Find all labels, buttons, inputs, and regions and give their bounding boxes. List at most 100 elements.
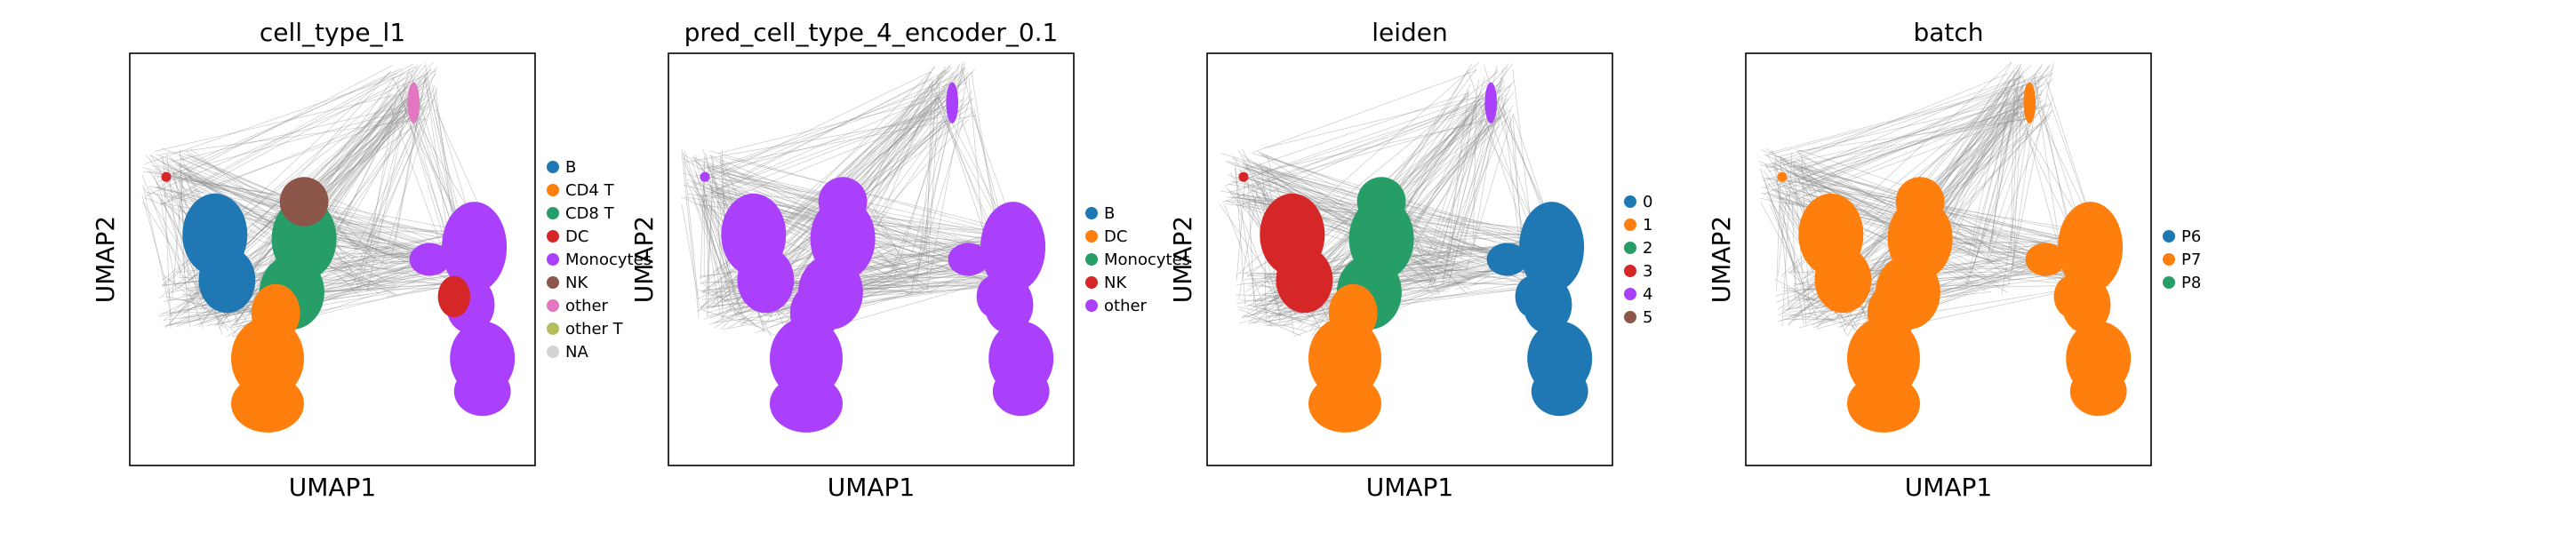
legend-label: DC <box>565 227 588 246</box>
legend-label: P8 <box>2181 274 2201 292</box>
cluster-blob <box>976 275 1010 317</box>
cluster-center-top <box>818 177 868 227</box>
legend-label: Monocytes <box>565 251 652 269</box>
plot-frame <box>129 52 536 466</box>
cluster-left-lobe <box>182 193 256 314</box>
cluster-blob <box>1238 171 1249 182</box>
legend-marker <box>1085 230 1098 243</box>
panel-2: leiden UMAP1 UMAP2 0 1 2 3 4 5 <box>1168 18 1652 502</box>
legend-label: 0 <box>1643 193 1652 211</box>
plot-area <box>141 61 516 433</box>
cluster-blob <box>1531 366 1588 417</box>
cluster-blob <box>789 283 839 342</box>
cluster-blob <box>1895 177 1945 227</box>
y-axis-label: UMAP2 <box>1168 216 1197 304</box>
cluster-left-tip <box>161 171 172 182</box>
cluster-blob <box>2023 82 2036 123</box>
cluster-blob <box>198 247 256 314</box>
legend-label: P7 <box>2181 251 2201 269</box>
cluster-top-peak <box>1484 82 1497 123</box>
x-axis-label: UMAP1 <box>1905 473 1993 502</box>
legend-marker <box>1624 219 1636 231</box>
cluster-blob <box>700 171 710 182</box>
x-axis-label: UMAP1 <box>828 473 916 502</box>
y-axis-label: UMAP2 <box>629 216 659 304</box>
legend-marker <box>547 346 559 358</box>
panel-1: pred_cell_type_4_encoder_0.1 UMAP1 UMAP2 BD… <box>629 18 1190 502</box>
y-axis-label: UMAP2 <box>91 216 120 304</box>
cluster-blob <box>2053 275 2086 317</box>
legend-label: other <box>1104 297 1148 315</box>
cluster-right-mass <box>948 202 1054 417</box>
legend-label: other <box>565 297 609 315</box>
legend-label: NK <box>565 274 588 292</box>
plot-frame <box>1206 52 1613 466</box>
cluster-right-neck <box>976 275 1010 317</box>
legend-label: NA <box>565 343 588 362</box>
cluster-blob <box>946 82 958 123</box>
legend-marker <box>1085 299 1098 312</box>
plot-frame <box>1745 52 2152 466</box>
legend-marker <box>1624 311 1636 323</box>
legend-marker <box>1624 195 1636 208</box>
cluster-blob <box>1484 82 1497 123</box>
cluster-blob <box>2069 366 2127 417</box>
y-axis-label: UMAP2 <box>1707 216 1736 304</box>
legend-label: DC <box>1104 227 1127 246</box>
cluster-blob <box>1814 247 1872 314</box>
legend: B DC Monocytes NK other <box>1085 204 1190 315</box>
legend-marker <box>1624 242 1636 254</box>
legend-label: 1 <box>1643 216 1652 235</box>
cluster-left-tip <box>1238 171 1249 182</box>
panel-title: cell_type_l1 <box>260 18 405 47</box>
panel-title: pred_cell_type_4_encoder_0.1 <box>684 18 1059 47</box>
legend-marker <box>1624 288 1636 300</box>
legend-marker <box>1624 265 1636 277</box>
cluster-left-lower <box>1308 283 1381 433</box>
cluster-blob <box>1515 275 1548 317</box>
cluster-left-tip <box>1777 171 1788 182</box>
legend-label: 3 <box>1643 262 1652 281</box>
legend-label: B <box>565 158 576 177</box>
cluster-blob <box>279 177 329 227</box>
cluster-blob <box>1847 374 1920 433</box>
cluster-right-neck <box>437 275 470 317</box>
panel-title: batch <box>1913 18 1983 47</box>
legend-marker <box>547 207 559 219</box>
cluster-blob <box>1328 283 1378 342</box>
cluster-blob <box>442 202 508 293</box>
cluster-blob <box>818 177 868 227</box>
cluster-center-top <box>1356 177 1406 227</box>
legend-marker <box>2163 276 2175 289</box>
cluster-left-lobe <box>1260 193 1333 314</box>
cluster-blob <box>2025 243 2067 276</box>
cluster-left-lower <box>770 283 843 433</box>
cluster-blob <box>453 366 511 417</box>
cluster-right-neck <box>1515 275 1548 317</box>
cluster-top-peak <box>946 82 958 123</box>
cluster-blob <box>1867 283 1916 342</box>
legend: 0 1 2 3 4 5 <box>1624 193 1652 327</box>
legend-marker <box>547 253 559 266</box>
panel-title: leiden <box>1372 18 1448 47</box>
x-axis-label: UMAP1 <box>289 473 377 502</box>
cluster-top-peak <box>2023 82 2036 123</box>
legend-marker <box>547 161 559 173</box>
legend-label: 5 <box>1643 308 1652 327</box>
cluster-right-neck <box>2053 275 2086 317</box>
legend-label: P6 <box>2181 227 2201 246</box>
cluster-center-top <box>279 177 329 227</box>
cluster-blob <box>1777 171 1788 182</box>
cluster-blob <box>231 374 304 433</box>
cluster-center-top <box>1895 177 1945 227</box>
cluster-blob <box>251 283 300 342</box>
legend: P6 P7 P8 <box>2163 227 2201 292</box>
cluster-left-tip <box>700 171 710 182</box>
legend-marker <box>1085 253 1098 266</box>
legend-label: B <box>1104 204 1115 223</box>
cluster-blob <box>770 374 843 433</box>
legend-marker <box>2163 253 2175 266</box>
cluster-blob <box>1519 202 1585 293</box>
cluster-blob <box>992 366 1050 417</box>
